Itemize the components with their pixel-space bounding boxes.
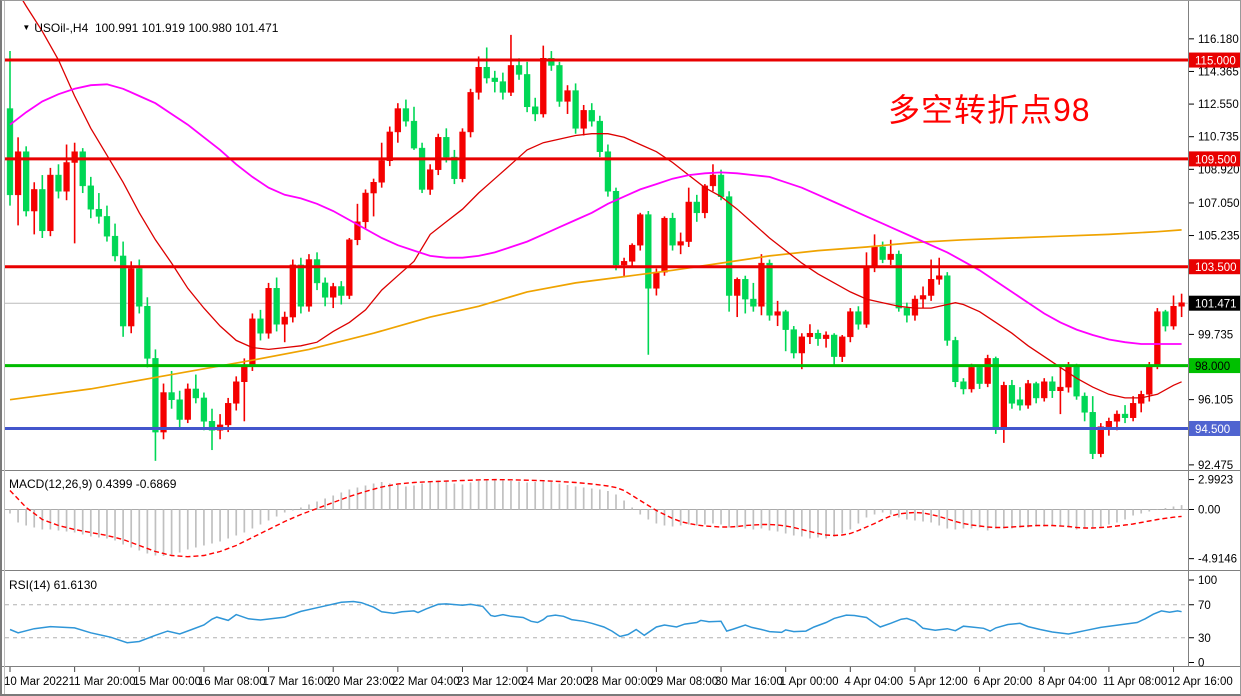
macd-indicator-label: MACD(12,26,9) 0.4399 -0.6869 xyxy=(9,477,177,491)
svg-text:92.475: 92.475 xyxy=(1198,460,1233,472)
svg-text:105.235: 105.235 xyxy=(1198,231,1240,243)
svg-text:17 Mar 16:00: 17 Mar 16:00 xyxy=(263,676,331,688)
svg-text:99.735: 99.735 xyxy=(1198,329,1233,341)
symbol-header: ▼ USOil-,H4 100.991 101.919 100.980 101.4… xyxy=(9,7,278,49)
svg-text:96.105: 96.105 xyxy=(1198,395,1233,407)
svg-text:15 Mar 00:00: 15 Mar 00:00 xyxy=(133,676,201,688)
svg-text:0: 0 xyxy=(1198,658,1204,670)
svg-text:11 Mar 20:00: 11 Mar 20:00 xyxy=(69,676,136,688)
svg-text:12 Apr 16:00: 12 Apr 16:00 xyxy=(1168,676,1233,688)
svg-text:114.365: 114.365 xyxy=(1198,66,1239,78)
svg-text:22 Mar 04:00: 22 Mar 04:00 xyxy=(392,676,460,688)
svg-text:5 Apr 12:00: 5 Apr 12:00 xyxy=(909,676,968,688)
symbol-ohlc-text: USOil-,H4 100.991 101.919 100.980 101.47… xyxy=(34,21,279,35)
svg-text:8 Apr 04:00: 8 Apr 04:00 xyxy=(1038,676,1097,688)
symbol-dropdown-icon[interactable]: ▼ xyxy=(22,23,31,32)
svg-text:112.550: 112.550 xyxy=(1198,99,1239,111)
svg-text:20 Mar 23:00: 20 Mar 23:00 xyxy=(327,676,395,688)
svg-text:10 Mar 2022: 10 Mar 2022 xyxy=(4,676,69,688)
svg-text:100: 100 xyxy=(1198,575,1217,587)
svg-text:107.050: 107.050 xyxy=(1198,198,1240,210)
svg-text:109.500: 109.500 xyxy=(1195,154,1237,166)
svg-text:108.920: 108.920 xyxy=(1198,164,1240,176)
svg-text:29 Mar 08:00: 29 Mar 08:00 xyxy=(650,676,718,688)
svg-text:2.9923: 2.9923 xyxy=(1198,475,1233,487)
svg-text:23 Mar 12:00: 23 Mar 12:00 xyxy=(456,676,524,688)
svg-text:6 Apr 20:00: 6 Apr 20:00 xyxy=(974,676,1033,688)
svg-text:94.500: 94.500 xyxy=(1195,424,1230,436)
svg-text:-4.9146: -4.9146 xyxy=(1198,554,1237,566)
svg-text:110.735: 110.735 xyxy=(1198,132,1239,144)
svg-text:1 Apr 00:00: 1 Apr 00:00 xyxy=(780,676,839,688)
svg-text:116.180: 116.180 xyxy=(1198,34,1239,46)
svg-text:16 Mar 08:00: 16 Mar 08:00 xyxy=(198,676,266,688)
svg-text:98.000: 98.000 xyxy=(1195,361,1230,373)
svg-text:30 Mar 16:00: 30 Mar 16:00 xyxy=(715,676,783,688)
annotation-text[interactable]: 多空转折点98 xyxy=(888,92,1091,128)
svg-text:115.000: 115.000 xyxy=(1195,56,1236,68)
svg-text:70: 70 xyxy=(1198,600,1211,612)
svg-text:0.00: 0.00 xyxy=(1198,505,1220,517)
svg-text:101.471: 101.471 xyxy=(1195,299,1237,311)
svg-text:103.500: 103.500 xyxy=(1195,262,1237,274)
svg-text:24 Mar 20:00: 24 Mar 20:00 xyxy=(521,676,589,688)
svg-text:4 Apr 04:00: 4 Apr 04:00 xyxy=(844,676,903,688)
svg-text:11 Apr 08:00: 11 Apr 08:00 xyxy=(1103,676,1167,688)
rsi-indicator-label: RSI(14) 61.6130 xyxy=(9,578,98,592)
svg-text:28 Mar 00:00: 28 Mar 00:00 xyxy=(586,676,654,688)
svg-text:30: 30 xyxy=(1198,633,1211,645)
